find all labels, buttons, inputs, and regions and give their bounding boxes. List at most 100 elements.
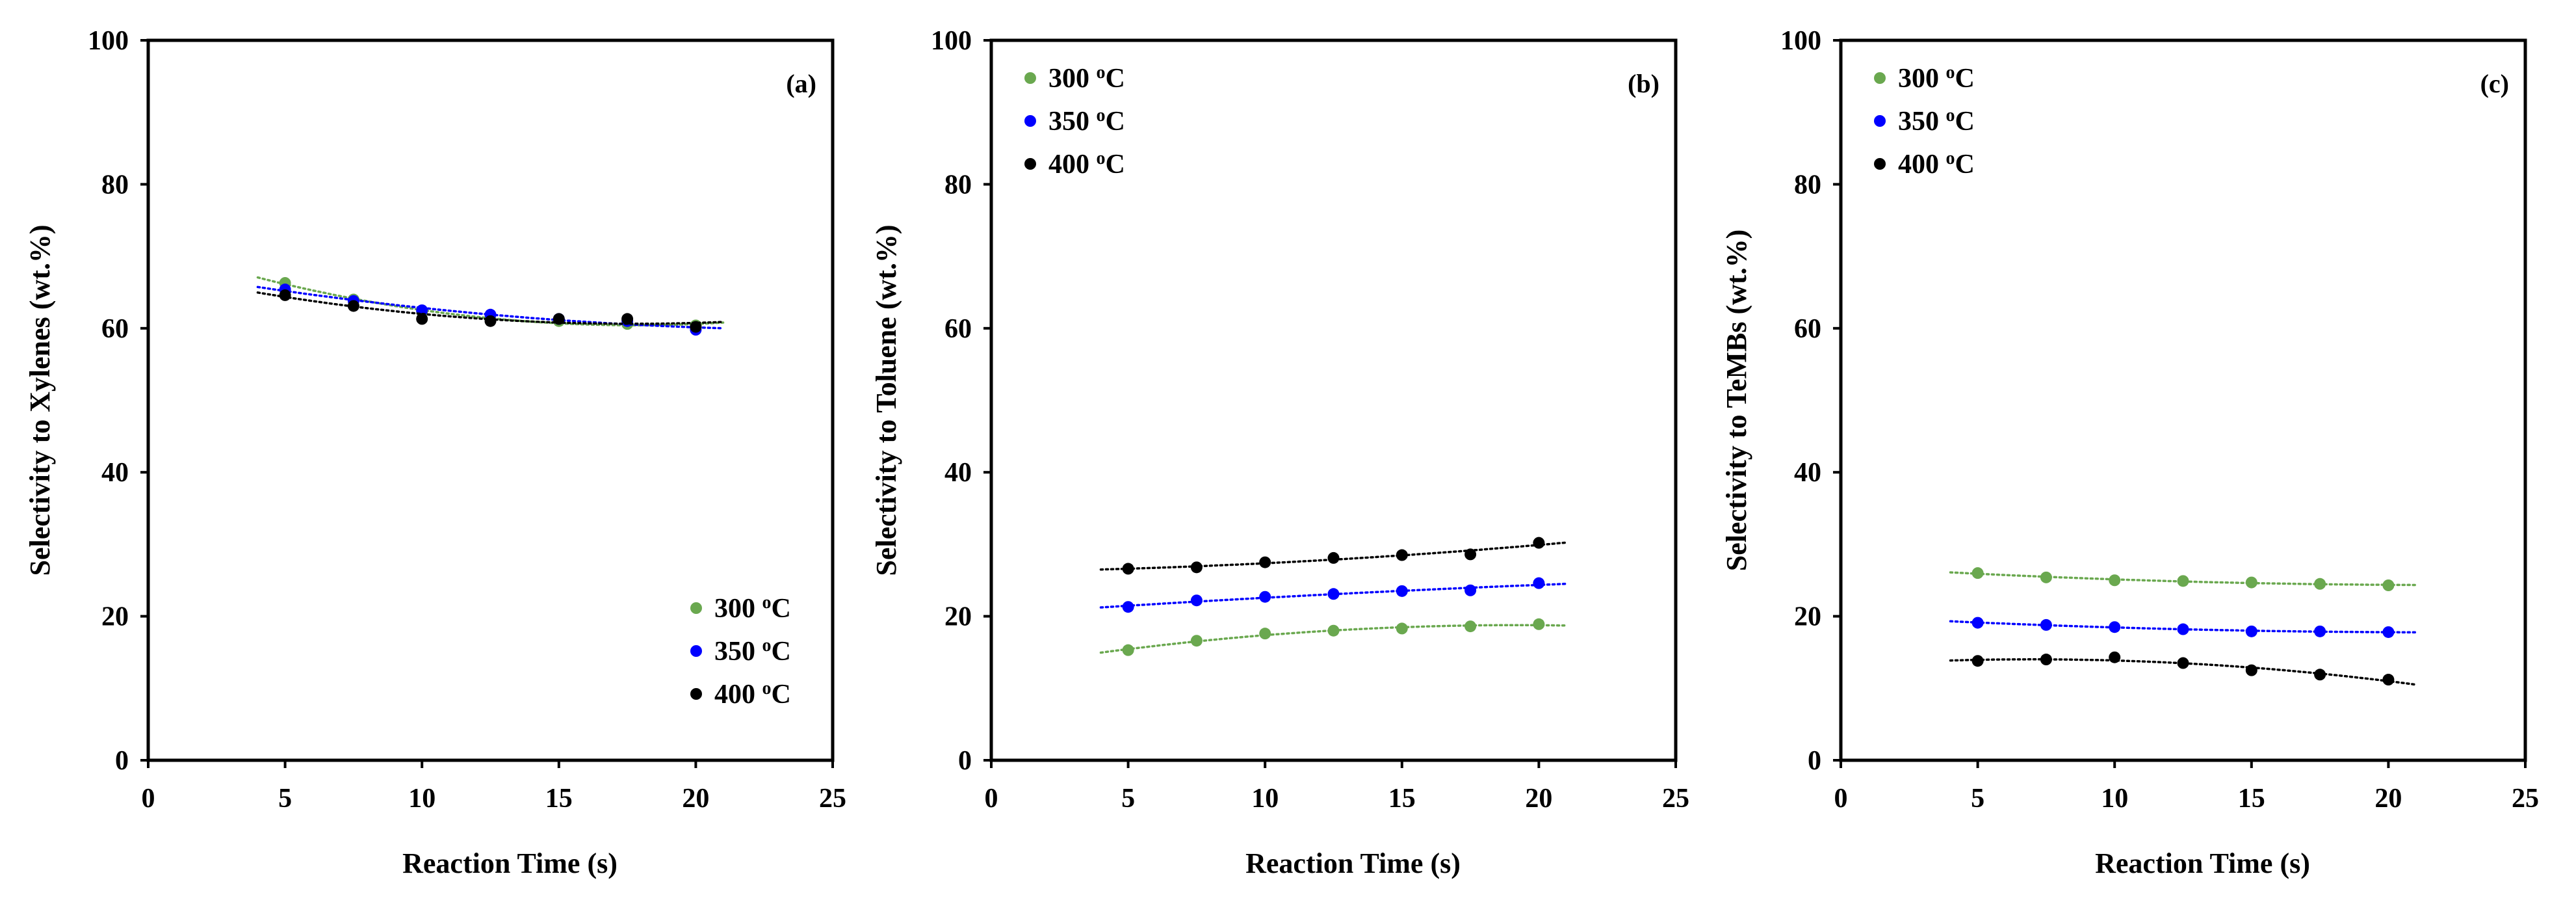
legend-item-350: 350 oC	[1024, 105, 1125, 137]
y-tick-label: 100	[1780, 26, 1821, 56]
data-point	[279, 289, 291, 301]
legend-marker	[1874, 72, 1886, 84]
y-tick-label: 80	[1794, 170, 1821, 200]
data-point	[1464, 620, 1477, 633]
data-point	[1190, 635, 1203, 647]
series-300	[1949, 567, 2417, 591]
legend-marker	[1024, 72, 1036, 84]
plot-frame	[146, 38, 835, 762]
legend-marker	[690, 602, 702, 614]
chart-panel-b: 0 20 40 60 80 100 0 5 10 15 20 25 Reaction Time (s) S…	[870, 26, 1689, 879]
y-tick-label: 0	[958, 746, 972, 776]
data-point	[1533, 618, 1545, 630]
legend-item-300: 300 oC	[690, 592, 791, 624]
data-point	[1190, 594, 1203, 607]
data-point	[1396, 549, 1408, 561]
x-tick-label: 5	[1121, 784, 1135, 814]
legend-marker	[1024, 158, 1036, 170]
legend-item-350: 350 oC	[1874, 105, 1975, 137]
data-point	[2314, 669, 2326, 681]
data-point	[1259, 556, 1271, 568]
series-350	[1099, 577, 1568, 613]
x-tick-label: 0	[1834, 784, 1848, 814]
plot-frame	[1839, 38, 2527, 762]
x-tick-label: 0	[985, 784, 998, 814]
y-tick-label: 40	[101, 458, 129, 488]
data-point	[416, 313, 428, 325]
data-point	[1533, 537, 1545, 549]
series-400	[1099, 537, 1568, 575]
y-axis-label: Selectivity to TeMBs (wt.%)	[1721, 230, 1752, 571]
x-tick-label: 15	[2238, 784, 2265, 814]
legend-item-300: 300 oC	[1874, 62, 1975, 94]
y-tick-label: 100	[88, 26, 129, 56]
legend-item-350: 350 oC	[690, 635, 791, 667]
data-point	[1259, 628, 1271, 640]
data-point	[1327, 552, 1340, 564]
y-tick-label: 60	[944, 314, 972, 344]
data-point	[1122, 563, 1134, 575]
data-point	[2109, 651, 2121, 663]
legend-marker	[1024, 115, 1036, 127]
data-point	[2040, 571, 2052, 583]
panel-label: (b)	[1628, 69, 1659, 98]
y-tick-label: 60	[101, 314, 129, 344]
legend-marker	[1874, 115, 1886, 127]
y-tick-label: 0	[1808, 746, 1821, 776]
trendline	[1949, 620, 2417, 633]
legend-item-400: 400 oC	[690, 678, 791, 710]
x-tick-label: 15	[1388, 784, 1416, 814]
data-point	[1122, 601, 1134, 613]
x-tick-label: 20	[682, 784, 709, 814]
y-tick-label: 60	[1794, 314, 1821, 344]
series-300	[1099, 618, 1568, 656]
legend: 300 oC 350 oC 400 oC	[1024, 62, 1125, 179]
data-point	[1190, 561, 1203, 574]
data-point	[347, 300, 359, 312]
legend: 300 oC 350 oC 400 oC	[1874, 62, 1975, 179]
legend-label: 400 oC	[1898, 148, 1975, 179]
data-point	[2382, 579, 2395, 591]
y-tick-label: 80	[944, 170, 972, 200]
x-tick-label: 10	[2101, 784, 2128, 814]
data-point	[1122, 644, 1134, 656]
legend-item-300: 300 oC	[1024, 62, 1125, 94]
x-tick-label: 25	[819, 784, 846, 814]
panel-label: (c)	[2480, 69, 2509, 98]
data-point	[2382, 674, 2395, 686]
legend-marker	[690, 645, 702, 657]
legend-label: 350 oC	[1898, 105, 1975, 137]
legend: 300 oC 350 oC 400 oC	[690, 592, 791, 710]
legend-label: 300 oC	[1898, 62, 1975, 94]
legend-label: 300 oC	[714, 592, 791, 624]
legend-label: 350 oC	[1048, 105, 1125, 137]
series-400	[1949, 651, 2417, 686]
y-axis-label: Selectivity to Xylenes (wt.%)	[24, 224, 56, 576]
data-point	[1259, 591, 1271, 603]
y-tick-label: 0	[115, 746, 129, 776]
x-axis-label: Reaction Time (s)	[402, 847, 618, 879]
data-point	[1971, 655, 1984, 667]
trendline	[1949, 658, 2417, 686]
data-point	[1327, 588, 1340, 600]
data-point	[2177, 623, 2189, 635]
data-point	[2040, 654, 2052, 666]
x-axis-label: Reaction Time (s)	[2095, 847, 2310, 879]
series-400	[256, 289, 725, 333]
x-tick-label: 10	[408, 784, 436, 814]
legend-item-400: 400 oC	[1024, 148, 1125, 179]
data-point	[2314, 625, 2326, 637]
data-point	[553, 313, 565, 325]
legend-item-400: 400 oC	[1874, 148, 1975, 179]
series-350	[1949, 617, 2417, 638]
data-point	[2177, 575, 2189, 587]
x-tick-label: 25	[2512, 784, 2539, 814]
chart-panel-a: 0 20 40 60 80 100 0 5 10 15 20 25 Reaction Time (s) S…	[24, 26, 846, 879]
chart-panel-c: 0 20 40 60 80 100 0 5 10 15 20 25 Reaction Time (s) S…	[1721, 26, 2539, 879]
y-tick-label: 40	[1794, 458, 1821, 488]
legend-marker	[690, 688, 702, 700]
x-tick-label: 0	[142, 784, 155, 814]
data-point	[2109, 621, 2121, 633]
